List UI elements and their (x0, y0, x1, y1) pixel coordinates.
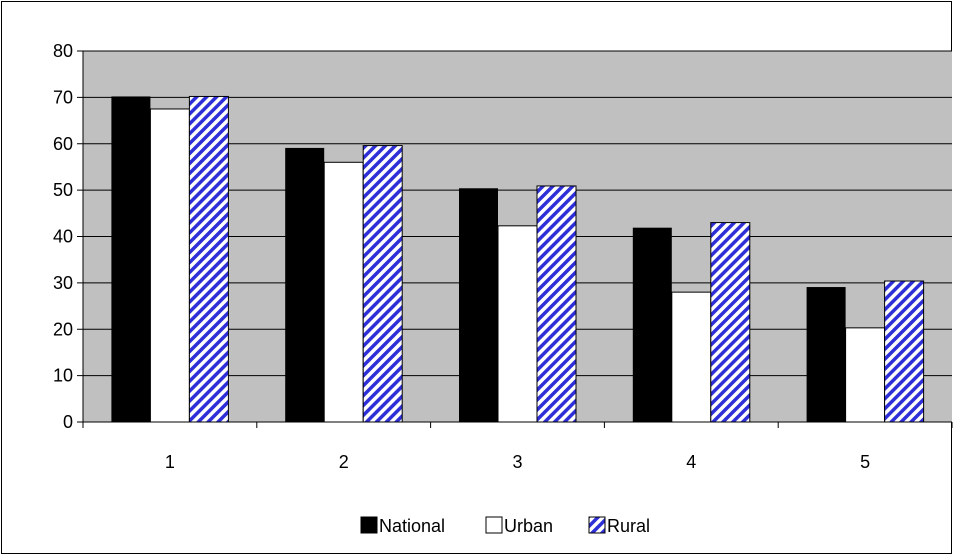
bar-rural-2 (362, 145, 403, 423)
bar-urban-2 (323, 161, 364, 423)
bars (111, 95, 925, 423)
bar-rural-4 (710, 222, 751, 423)
bar-rural-1 (188, 95, 229, 423)
bar-urban-1 (149, 108, 190, 423)
y-tick-label: 80 (53, 41, 73, 61)
bar-rural-3 (536, 185, 577, 423)
y-tick-label: 30 (53, 273, 73, 293)
x-tick-label: 2 (339, 452, 349, 472)
y-tick-label: 40 (53, 227, 73, 247)
legend-label-rural: Rural (607, 516, 650, 536)
bar-national-5 (806, 287, 846, 422)
bar-urban-5 (845, 327, 886, 423)
legend: National Urban Rural (360, 516, 650, 536)
bar-urban-3 (497, 225, 538, 423)
x-tick-label: 3 (512, 452, 522, 472)
bar-national-2 (285, 147, 325, 422)
axes: 0 10 20 30 40 50 60 70 80 1 2 3 4 5 (53, 41, 953, 472)
y-tick-label: 0 (63, 412, 73, 432)
bar-urban-4 (671, 291, 712, 423)
x-tick-label: 5 (860, 452, 870, 472)
legend-swatch-urban (485, 516, 503, 534)
bar-national-3 (459, 188, 498, 422)
legend-label-national: National (379, 516, 445, 536)
y-tick-label: 70 (53, 87, 73, 107)
bar-national-1 (111, 96, 151, 422)
bar-national-4 (632, 227, 672, 422)
x-tick-label: 1 (165, 452, 175, 472)
y-tick-label: 20 (53, 319, 73, 339)
x-tick-label: 4 (686, 452, 696, 472)
bar-rural-5 (884, 280, 925, 423)
legend-swatch-rural (588, 516, 606, 534)
y-tick-label: 10 (53, 366, 73, 386)
legend-swatch-national (360, 516, 378, 534)
y-tick-label: 60 (53, 134, 73, 154)
legend-label-urban: Urban (504, 516, 553, 536)
y-tick-label: 50 (53, 180, 73, 200)
